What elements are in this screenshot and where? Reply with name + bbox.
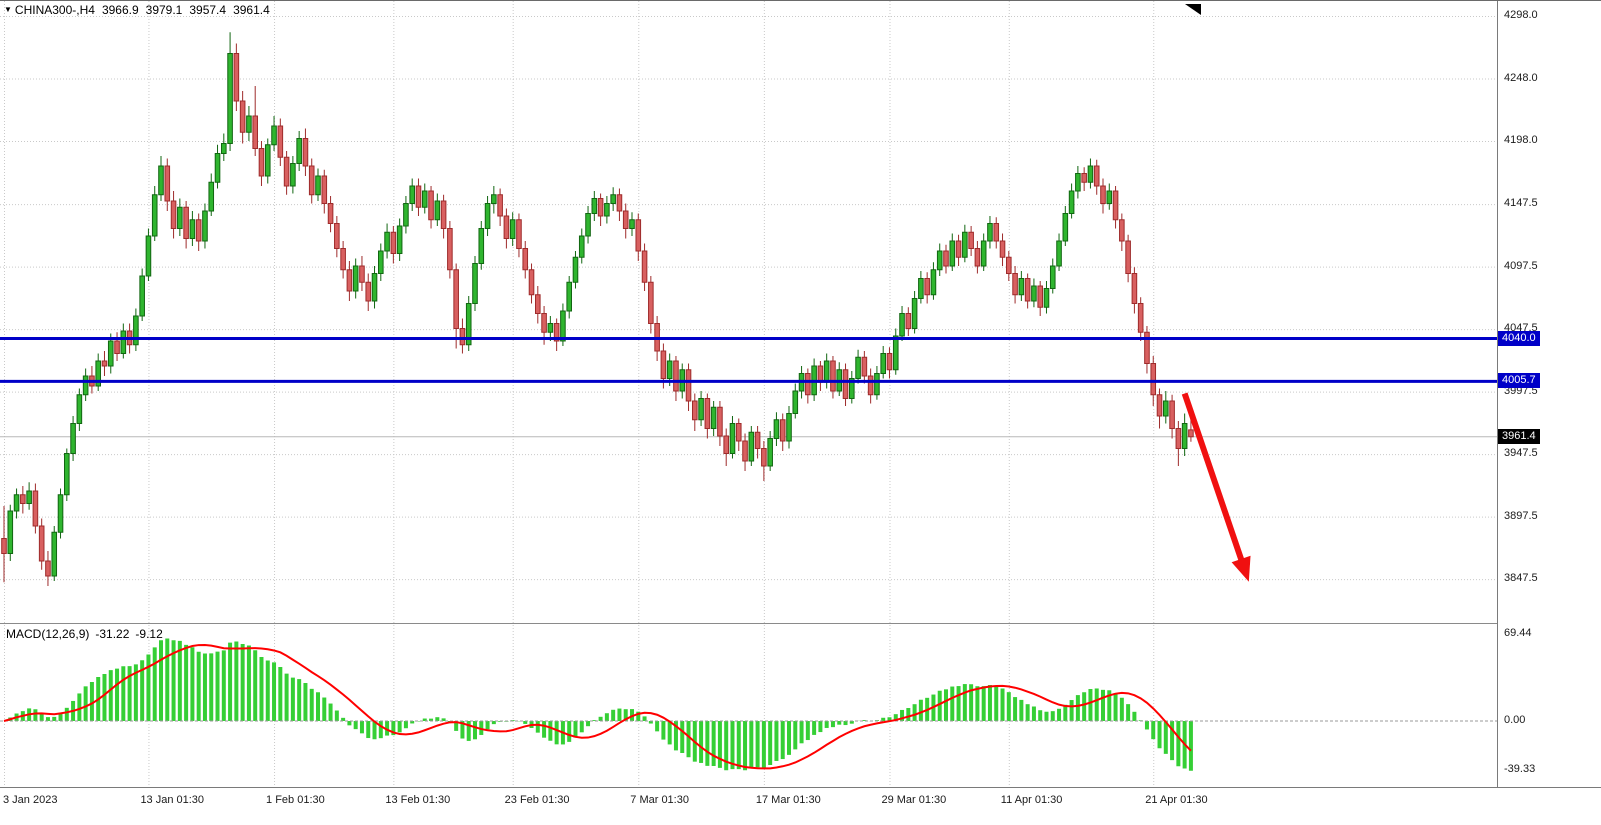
macd-layer: [0, 638, 1497, 771]
time-tick-label: 17 Mar 01:30: [755, 794, 821, 806]
current-price-badge: 3961.4: [1498, 428, 1540, 444]
time-tick-label: 3 Jan 2023: [3, 794, 58, 806]
time-tick-label: 23 Feb 01:30: [504, 794, 570, 806]
price-tick-label: 4147.5: [1504, 197, 1538, 210]
time-tick-label: 7 Mar 01:30: [630, 794, 689, 806]
price-tick-label: 4248.0: [1504, 71, 1538, 84]
quote-open: 3966.9: [101, 3, 139, 17]
level-lines-layer: [0, 337, 1497, 383]
chart-shift-marker-icon[interactable]: [1185, 4, 1201, 15]
symbol-label: CHINA300-,H4: [14, 3, 95, 17]
price-tick-label: 4097.5: [1504, 259, 1538, 272]
quote-low: 3957.4: [189, 3, 227, 17]
price-axis[interactable]: 3961.4 4298.0 4248.0 4198.0 4147.5 4097.5 404…: [1497, 1, 1601, 787]
macd-name: MACD(12,26,9): [6, 627, 90, 641]
macd-main-value: -31.22: [95, 627, 130, 641]
time-axis[interactable]: 3 Jan 2023 13 Jan 01:30 1 Feb 01:30 13 Feb …: [0, 787, 1601, 825]
price-tick-label: 3847.5: [1504, 572, 1538, 585]
level-price-badge: 4005.7: [1498, 373, 1540, 389]
level-price-badge: 4040.0: [1498, 330, 1540, 346]
price-chart-canvas[interactable]: [0, 1, 1497, 787]
arrow-annotation: [1181, 392, 1251, 582]
macd-tick-label: 0.00: [1504, 714, 1526, 726]
macd-signal-value: -9.12: [135, 627, 163, 641]
price-tick-label: 4298.0: [1504, 9, 1538, 21]
candles-layer: [1, 32, 1194, 586]
price-tick-label: 3897.5: [1504, 509, 1538, 522]
time-tick-label: 29 Mar 01:30: [881, 794, 947, 806]
time-tick-label: 21 Apr 01:30: [1145, 794, 1208, 806]
time-tick-label: 13 Jan 01:30: [140, 794, 205, 806]
panel-separator[interactable]: [0, 623, 1601, 624]
macd-tick-label: 69.44: [1504, 627, 1532, 640]
time-tick-label: 13 Feb 01:30: [385, 794, 451, 806]
price-tick-label: 3947.5: [1504, 447, 1538, 460]
chart-title: ▼ CHINA300-,H4 3966.9 3979.1 3957.4 3961.4: [4, 3, 270, 17]
grid-layer: [0, 1, 1497, 787]
quote-close: 3961.4: [233, 3, 270, 17]
time-tick-label: 11 Apr 01:30: [1000, 794, 1063, 806]
macd-tick-label: -39.33: [1504, 763, 1536, 776]
macd-indicator-label: MACD(12,26,9) -31.22 -9.12: [6, 627, 163, 641]
time-tick-label: 1 Feb 01:30: [266, 794, 325, 806]
quote-high: 3979.1: [145, 3, 183, 17]
price-tick-label: 4198.0: [1504, 134, 1538, 146]
symbol-dropdown-icon[interactable]: ▼: [4, 5, 12, 14]
